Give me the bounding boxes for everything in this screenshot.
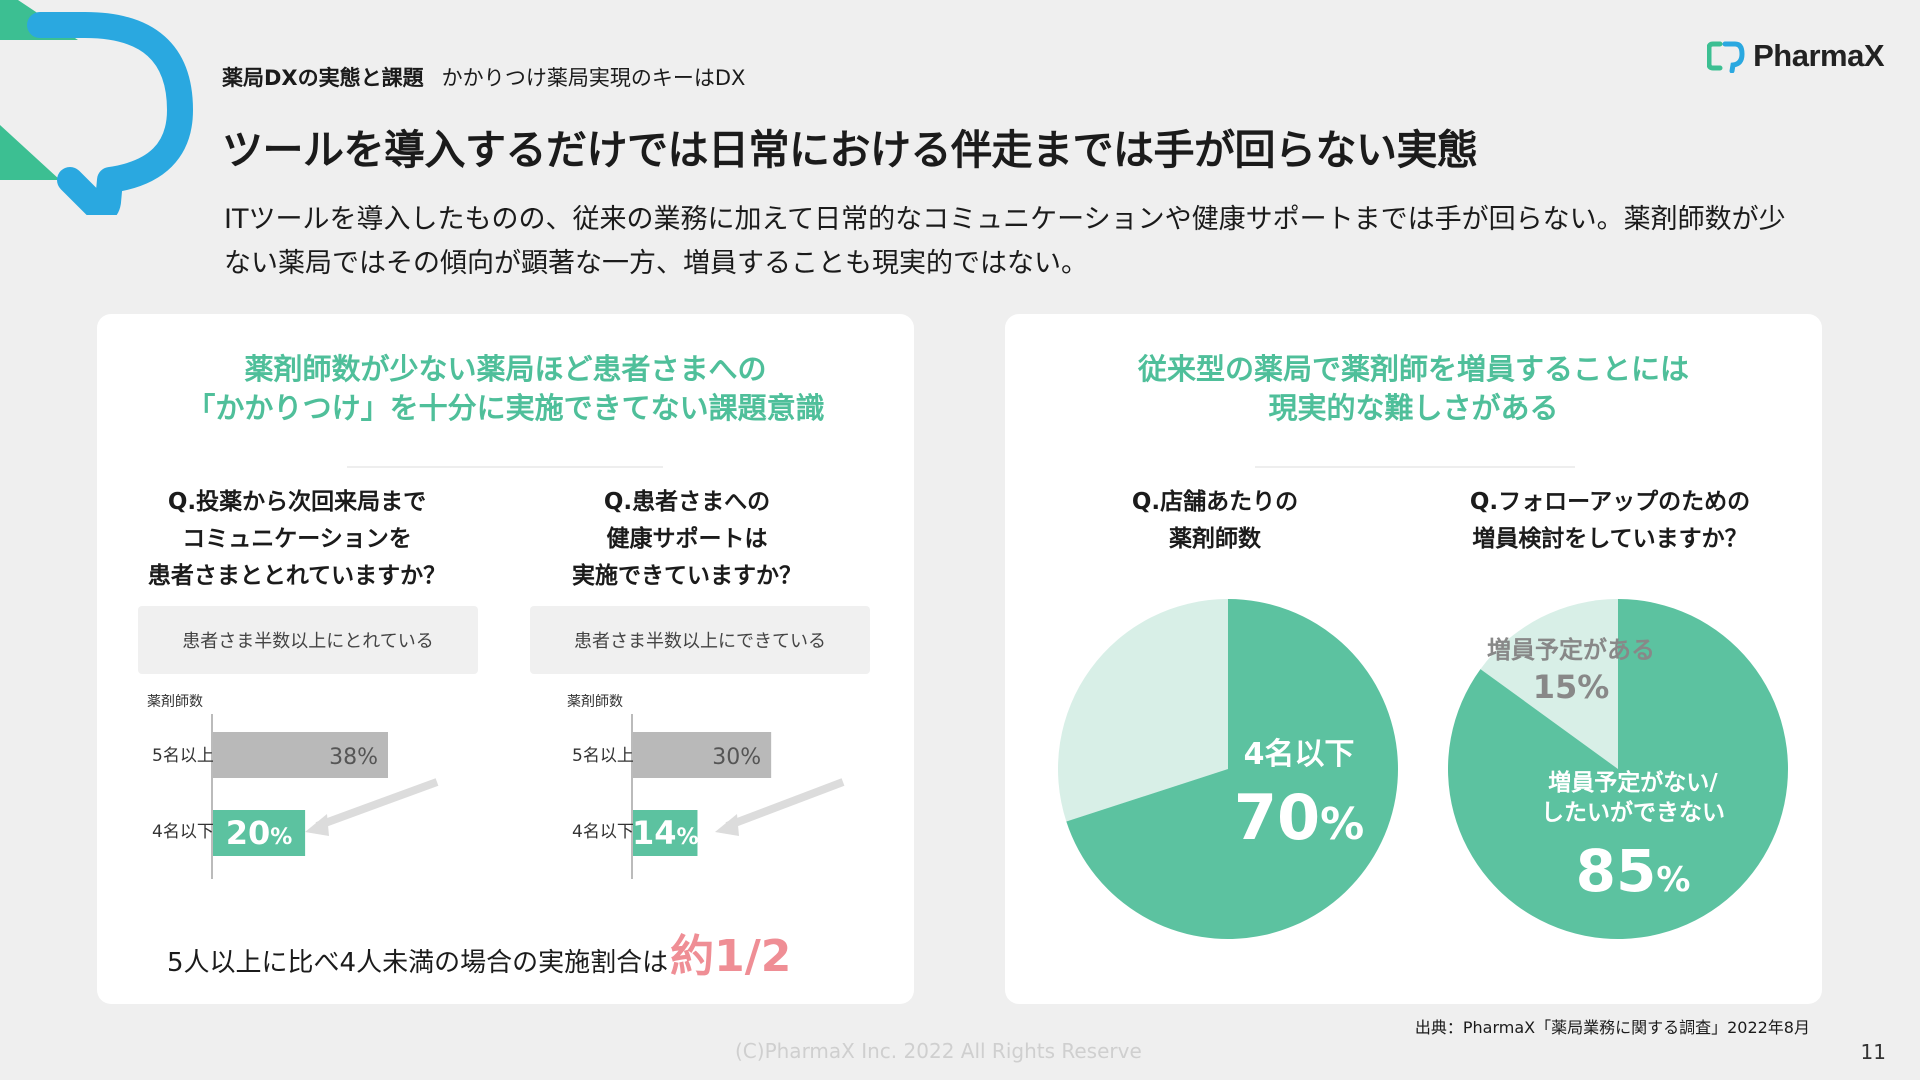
row-label: 4名以下 — [152, 822, 214, 842]
pharmax-logo: PharmaX — [1707, 36, 1884, 76]
bar-value-label: 20% — [226, 814, 293, 852]
right-panel-title-line2: 現実的な難しさがある — [1268, 391, 1559, 425]
source-note: 出典：PharmaX「薬局業務に関する調査」2022年8月 — [1414, 1018, 1810, 1037]
arrow-head-icon — [305, 814, 329, 836]
pie-slice-other — [1058, 599, 1228, 822]
bar-chart-communication: 薬剤師数 5名以上 4名以下 38% 20% — [147, 694, 439, 879]
section-label: 薬局DXの実態と課題 — [222, 66, 424, 90]
bar-value-label: 30% — [712, 745, 761, 770]
conclusion-highlight: 約1/2 — [670, 931, 792, 982]
pie-slice-label: 増員予定がある — [1487, 636, 1655, 664]
question-line: Q.投薬から次回来局まで — [167, 489, 427, 515]
question-line: 健康サポートは — [606, 526, 768, 552]
answer-box-health-support: 患者さま半数以上にできている — [530, 606, 870, 674]
row-label: 5名以上 — [572, 746, 634, 766]
bar-chart-health-support: 薬剤師数 5名以上 4名以下 30% 14% — [567, 694, 845, 879]
question-line: 薬剤師数 — [1169, 526, 1261, 552]
question-health-support: Q.患者さまへの 健康サポートは 実施できていますか？ — [502, 484, 872, 595]
brand-mark-decoration — [0, 0, 193, 215]
bar-value-label: 38% — [329, 745, 378, 770]
right-panel-title: 従来型の薬局で薬剤師を増員することには 現実的な難しさがある — [1005, 350, 1822, 428]
axis-title: 薬剤師数 — [147, 694, 203, 710]
question-staff-increase: Q.フォローアップのための 増員検討をしていますか？ — [1415, 484, 1805, 558]
question-line: Q.フォローアップのための — [1469, 489, 1751, 515]
pie-slice-4-or-less — [1066, 599, 1398, 939]
logo-icon — [1707, 41, 1745, 73]
pie-slice-label: 4名以下 — [1244, 737, 1355, 772]
page-number: 11 — [1860, 1040, 1886, 1064]
question-line: 患者さまととれていますか？ — [147, 563, 447, 589]
bar-5-or-more — [213, 732, 388, 778]
pie-slice-not-planned — [1448, 599, 1788, 939]
page-description: ITツールを導入したものの、従来の業務に加えて日常的なコミュニケーションや健康サ… — [224, 204, 1786, 279]
arrow-head-icon — [715, 814, 739, 836]
row-label: 5名以上 — [152, 746, 214, 766]
pie-slice-value: 15% — [1533, 668, 1610, 706]
question-line: 実施できていますか？ — [572, 563, 802, 589]
left-panel-title-line2: 「かかりつけ」を十分に実施できてない課題意識 — [186, 391, 825, 425]
pie-chart-staff-increase: 増員予定がある 15% 増員予定がない/ したいができない 85% — [1448, 599, 1788, 939]
answer-box-communication: 患者さま半数以上にとれている — [138, 606, 478, 674]
right-panel-title-line1: 従来型の薬局で薬剤師を増員することには — [1137, 352, 1689, 386]
right-panel-divider — [1255, 466, 1575, 468]
pie-chart-pharmacist-count: 4名以下 70% — [1058, 599, 1398, 939]
question-line: 増員検討をしていますか？ — [1472, 526, 1748, 552]
pie-slice-label: したいができない — [1541, 799, 1725, 826]
arrow-icon — [315, 778, 439, 830]
bar-4-or-less — [633, 810, 698, 856]
conclusion-text: 5人以上に比べ4人未満の場合の実施割合は — [167, 948, 669, 978]
question-line: コミュニケーションを — [182, 526, 412, 552]
copyright: (C)PharmaX Inc. 2022 All Rights Reserve — [735, 1039, 1142, 1063]
conclusion: 5人以上に比べ4人未満の場合の実施割合は約1/2 — [167, 920, 791, 984]
bar-5-or-more — [633, 732, 772, 778]
page-title: ツールを導入するだけでは日常における伴走までは手が回らない実態 — [222, 126, 1478, 174]
pie-slice-planned — [1480, 599, 1618, 769]
bar-value-label: 14% — [632, 814, 699, 852]
left-panel-title-line1: 薬剤師数が少ない薬局ほど患者さまへの — [244, 352, 767, 386]
row-label: 4名以下 — [572, 822, 634, 842]
pie-slice-value: 85% — [1576, 837, 1691, 905]
breadcrumb: 薬局DXの実態と課題 かかりつけ薬局実現のキーはDX — [222, 62, 745, 92]
left-panel: 薬剤師数が少ない薬局ほど患者さまへの 「かかりつけ」を十分に実施できてない課題意… — [97, 314, 914, 1004]
right-panel: 従来型の薬局で薬剤師を増員することには 現実的な難しさがある Q.店舗あたりの … — [1005, 314, 1822, 1004]
question-communication: Q.投薬から次回来局まで コミュニケーションを 患者さまととれていますか？ — [107, 484, 487, 595]
axis-title: 薬剤師数 — [567, 694, 623, 710]
arrow-icon — [725, 778, 845, 830]
question-pharmacist-count: Q.店舗あたりの 薬剤師数 — [1045, 484, 1385, 558]
pie-slice-label: 増員予定がない/ — [1548, 769, 1718, 796]
bar-4-or-less — [213, 810, 306, 856]
pie-slice-value: 70% — [1234, 781, 1364, 854]
left-panel-divider — [347, 466, 663, 468]
section-subtitle: かかりつけ薬局実現のキーはDX — [441, 66, 746, 90]
question-line: Q.店舗あたりの — [1131, 489, 1299, 515]
left-panel-title: 薬剤師数が少ない薬局ほど患者さまへの 「かかりつけ」を十分に実施できてない課題意… — [97, 350, 914, 428]
question-line: Q.患者さまへの — [603, 489, 771, 515]
logo-text: PharmaX — [1753, 38, 1884, 73]
